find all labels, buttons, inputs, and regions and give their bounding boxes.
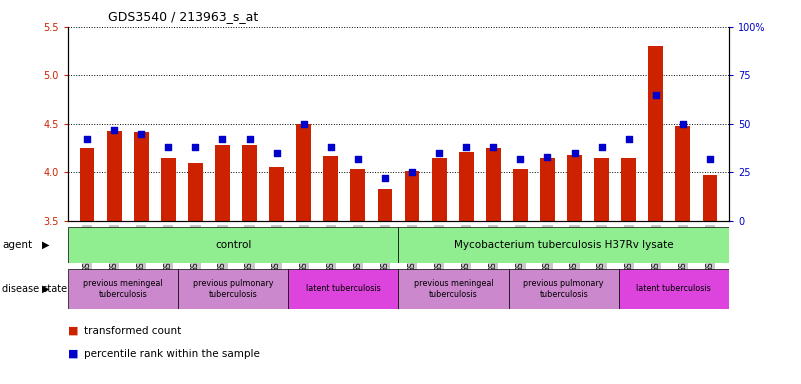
Point xyxy=(433,150,445,156)
Point xyxy=(514,156,527,162)
Text: ■: ■ xyxy=(68,326,78,336)
Point xyxy=(81,136,94,142)
Text: transformed count: transformed count xyxy=(84,326,181,336)
Point xyxy=(352,156,364,162)
Point xyxy=(460,144,473,150)
Text: ▶: ▶ xyxy=(42,284,49,294)
Text: previous pulmonary
tuberculosis: previous pulmonary tuberculosis xyxy=(193,279,273,299)
Text: GDS3540 / 213963_s_at: GDS3540 / 213963_s_at xyxy=(108,10,259,23)
Text: Mycobacterium tuberculosis H37Rv lysate: Mycobacterium tuberculosis H37Rv lysate xyxy=(454,240,674,250)
Text: previous pulmonary
tuberculosis: previous pulmonary tuberculosis xyxy=(524,279,604,299)
Text: ■: ■ xyxy=(68,349,78,359)
Point xyxy=(541,154,553,160)
Point xyxy=(677,121,690,127)
Text: previous meningeal
tuberculosis: previous meningeal tuberculosis xyxy=(414,279,493,299)
Point xyxy=(595,144,608,150)
Bar xyxy=(619,269,729,309)
Bar xyxy=(432,158,447,221)
Bar xyxy=(398,227,729,263)
Point xyxy=(405,169,418,175)
Bar xyxy=(296,124,311,221)
Bar xyxy=(405,171,420,221)
Bar xyxy=(675,126,690,221)
Bar xyxy=(79,148,95,221)
Bar xyxy=(68,269,178,309)
Point xyxy=(650,92,662,98)
Point xyxy=(568,150,581,156)
Text: percentile rank within the sample: percentile rank within the sample xyxy=(84,349,260,359)
Bar xyxy=(188,163,203,221)
Bar xyxy=(513,169,528,221)
Bar xyxy=(269,167,284,221)
Bar xyxy=(567,155,582,221)
Bar xyxy=(178,269,288,309)
Point xyxy=(135,131,147,137)
Point xyxy=(162,144,175,150)
Point xyxy=(270,150,283,156)
Bar xyxy=(161,158,175,221)
Point xyxy=(487,144,500,150)
Point xyxy=(379,175,392,181)
Bar xyxy=(594,158,609,221)
Bar xyxy=(622,158,636,221)
Point xyxy=(216,136,229,142)
Point xyxy=(189,144,202,150)
Text: control: control xyxy=(215,240,252,250)
Bar xyxy=(107,131,122,221)
Point xyxy=(107,127,120,133)
Text: previous meningeal
tuberculosis: previous meningeal tuberculosis xyxy=(83,279,163,299)
Bar xyxy=(509,269,619,309)
Text: agent: agent xyxy=(2,240,33,250)
Bar xyxy=(215,145,230,221)
Bar xyxy=(702,175,718,221)
Point xyxy=(244,136,256,142)
Bar xyxy=(377,189,392,221)
Point xyxy=(622,136,635,142)
Bar xyxy=(350,169,365,221)
Point xyxy=(703,156,716,162)
Point xyxy=(297,121,310,127)
Bar xyxy=(459,152,473,221)
Bar xyxy=(134,132,149,221)
Bar xyxy=(288,269,399,309)
Bar xyxy=(648,46,663,221)
Text: disease state: disease state xyxy=(2,284,67,294)
Bar xyxy=(324,156,338,221)
Bar xyxy=(398,269,509,309)
Text: latent tuberculosis: latent tuberculosis xyxy=(637,285,711,293)
Point xyxy=(324,144,337,150)
Text: latent tuberculosis: latent tuberculosis xyxy=(306,285,380,293)
Text: ▶: ▶ xyxy=(42,240,49,250)
Bar xyxy=(68,227,398,263)
Bar xyxy=(486,148,501,221)
Bar xyxy=(242,145,257,221)
Bar xyxy=(540,158,555,221)
